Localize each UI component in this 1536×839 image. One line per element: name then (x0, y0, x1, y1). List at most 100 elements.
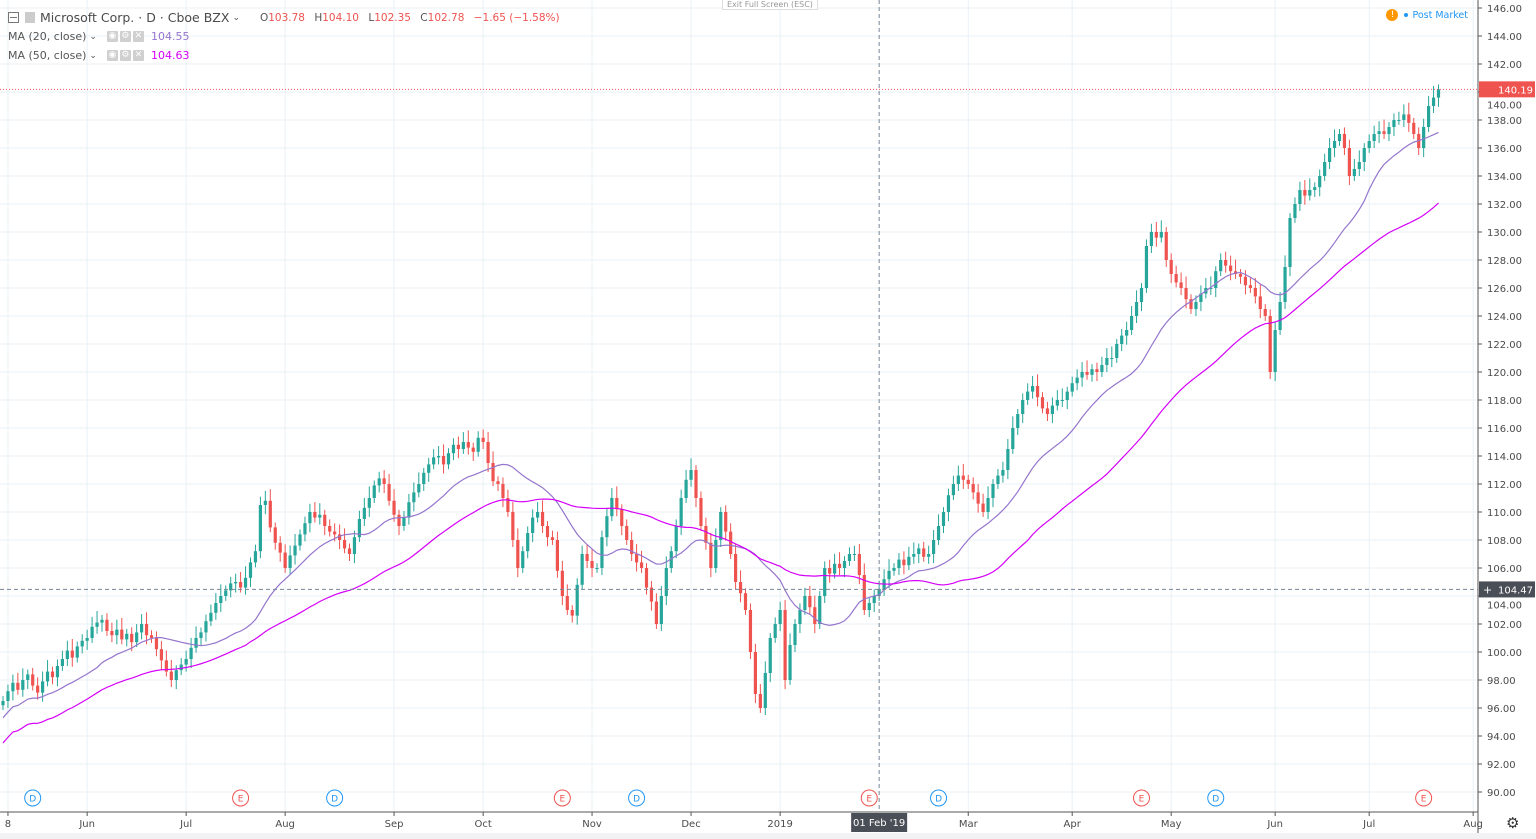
candle-body (1258, 296, 1262, 309)
candle-body (1273, 330, 1277, 372)
candle (194, 626, 198, 653)
candle-body (357, 519, 361, 538)
chart-settings-gear-icon[interactable]: ⚙ (1506, 814, 1520, 832)
candle-body (555, 540, 559, 571)
candle (580, 545, 584, 590)
collapse-icon[interactable] (8, 12, 19, 23)
event-marker-dividend[interactable]: D (1207, 789, 1225, 807)
candle-body (1407, 114, 1411, 123)
candle (1253, 278, 1257, 304)
candle-body (1347, 148, 1351, 176)
exit-fullscreen-button[interactable]: Exit Full Screen (ESC) (722, 0, 818, 10)
candle-body (580, 554, 584, 585)
candle-body (1268, 316, 1272, 372)
symbol-title[interactable]: Microsoft Corp. · D · Cboe BZX (40, 10, 230, 25)
candle-body (912, 554, 916, 557)
candle-body (833, 563, 837, 574)
candle-body (154, 638, 159, 650)
candle (773, 617, 777, 643)
candle-body (734, 554, 738, 582)
candle (793, 619, 797, 652)
time-tick-label: Nov (582, 819, 602, 830)
event-marker-earnings[interactable]: E (860, 789, 878, 807)
candle-body (273, 527, 277, 543)
event-marker-dividend[interactable]: D (628, 789, 646, 807)
event-marker-dividend[interactable]: D (326, 789, 344, 807)
candle (357, 510, 361, 543)
candle-body (961, 475, 965, 480)
candle (1337, 129, 1342, 146)
event-marker-dividend[interactable]: D (24, 789, 42, 807)
event-marker-earnings[interactable]: E (232, 789, 250, 807)
candle-body (194, 638, 198, 648)
event-marker-earnings[interactable]: E (1133, 789, 1150, 807)
event-marker-earnings[interactable]: E (1415, 789, 1433, 807)
candle (1382, 119, 1386, 139)
candle (407, 493, 411, 525)
candle-body (526, 533, 530, 552)
candle (140, 614, 144, 640)
candle-body (536, 512, 540, 518)
candle-body (90, 626, 94, 638)
crosshair-price-label: 104.47 (1498, 585, 1533, 596)
close-icon[interactable]: ✕ (132, 31, 144, 42)
candle (1060, 388, 1064, 407)
candle (1224, 251, 1228, 273)
candle-body (248, 562, 253, 578)
candle-body (719, 512, 723, 540)
candle-body (654, 601, 658, 624)
post-market-indicator[interactable]: ! Post Market (1386, 9, 1468, 21)
candle-body (1006, 449, 1010, 470)
candle-body (506, 498, 510, 512)
warning-icon[interactable]: ! (1386, 9, 1399, 21)
candle (303, 516, 307, 542)
candle-body (239, 582, 243, 588)
candle (471, 442, 475, 461)
candle-body (125, 633, 129, 640)
eye-icon[interactable]: ◉ (106, 50, 118, 61)
candle (95, 610, 99, 634)
candle-body (729, 531, 733, 554)
candle-body (783, 610, 787, 680)
candle-body (224, 590, 228, 596)
candle (630, 531, 634, 561)
candle (1031, 376, 1035, 399)
candle (85, 629, 89, 650)
candle-body (441, 456, 446, 465)
candle-body (60, 659, 64, 666)
candle-body (635, 554, 639, 563)
candle-body (748, 610, 753, 652)
candle-body (11, 682, 15, 692)
indicator-ma50[interactable]: MA (50, close) ⌄ ◉ ⚙ ✕ 104.63 (8, 49, 190, 62)
candle-body (372, 485, 376, 498)
candle-body (1332, 141, 1337, 148)
event-circle (628, 789, 646, 807)
indicator-ma20[interactable]: MA (20, close) ⌄ ◉ ⚙ ✕ 104.55 (8, 30, 190, 43)
candle-body (818, 596, 822, 624)
candle-body (1174, 274, 1178, 283)
candle-body (1070, 383, 1074, 392)
candle (1174, 265, 1178, 288)
candle-body (45, 671, 50, 682)
candle-body (70, 650, 74, 658)
candle-body (763, 673, 767, 708)
chevron-down-icon[interactable]: ⌄ (232, 12, 240, 23)
event-marker-dividend[interactable]: D (930, 789, 948, 807)
event-marker-earnings[interactable]: E (553, 789, 571, 807)
gear-icon[interactable]: ⚙ (119, 50, 131, 61)
candle (451, 438, 456, 461)
candle (872, 589, 876, 613)
candle (1120, 329, 1124, 351)
eye-icon[interactable]: ◉ (106, 31, 118, 42)
candle (1431, 85, 1436, 113)
candle (278, 536, 282, 562)
close-icon[interactable]: ✕ (132, 50, 144, 61)
candle-body (516, 540, 520, 568)
add-alert-plus-icon[interactable]: + (1483, 583, 1492, 596)
candle (555, 531, 559, 578)
price-tick-label: 102.00 (1487, 620, 1522, 631)
gear-icon[interactable]: ⚙ (119, 31, 131, 42)
candle (491, 451, 495, 487)
candles (1, 84, 1441, 715)
